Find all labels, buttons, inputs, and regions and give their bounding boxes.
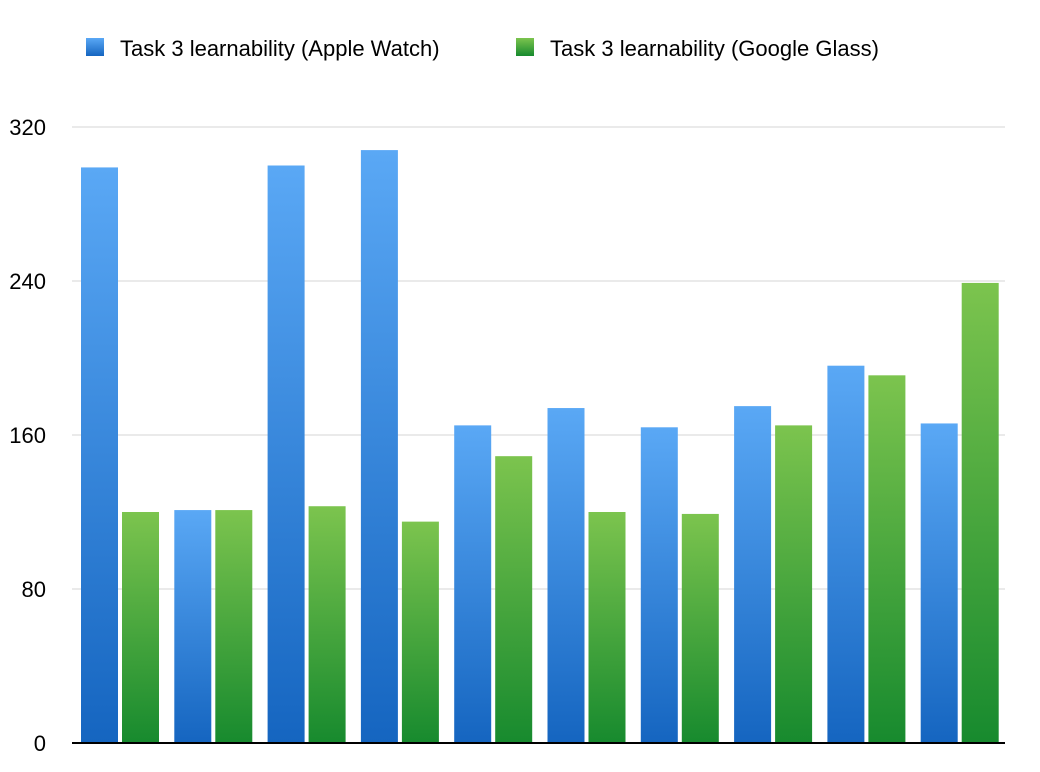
y-tick-label: 160	[9, 423, 46, 448]
legend: Task 3 learnability (Apple Watch) Task 3 …	[86, 36, 879, 61]
bar-series2-group3	[308, 506, 346, 743]
bar-series2-group1	[122, 512, 159, 743]
bar-series2-group7	[681, 513, 719, 743]
bar-series2-group5	[495, 456, 533, 743]
y-axis: 0 80 160 240 320	[9, 115, 46, 756]
bar-series1-group7	[640, 427, 678, 743]
bar-series1-group9	[827, 365, 865, 743]
bar-series1-group6	[547, 408, 585, 743]
grid-lines	[72, 126, 1005, 590]
y-tick-label: 0	[34, 731, 46, 756]
y-tick-label: 240	[9, 269, 46, 294]
bar-series1-group4	[360, 150, 398, 744]
bar-series2-group8	[775, 425, 813, 743]
legend-label-2: Task 3 learnability (Google Glass)	[550, 36, 879, 61]
y-tick-label: 80	[22, 577, 46, 602]
y-tick-label: 320	[9, 115, 46, 140]
bars	[81, 150, 999, 744]
bar-series1-group2	[174, 510, 212, 743]
bar-series1-group8	[734, 406, 772, 743]
legend-swatch-2	[516, 38, 534, 56]
bar-series1-group3	[267, 165, 305, 743]
bar-series1-group10	[920, 423, 958, 743]
bar-series2-group9	[868, 375, 906, 743]
bar-series2-group6	[588, 512, 626, 743]
legend-swatch-1	[86, 38, 104, 56]
bar-series1-group1	[81, 167, 118, 744]
bar-series2-group10	[961, 282, 999, 743]
bar-series1-group5	[454, 425, 492, 743]
bar-series2-group4	[401, 521, 439, 743]
bar-series2-group2	[215, 510, 253, 743]
legend-label-1: Task 3 learnability (Apple Watch)	[120, 36, 440, 61]
